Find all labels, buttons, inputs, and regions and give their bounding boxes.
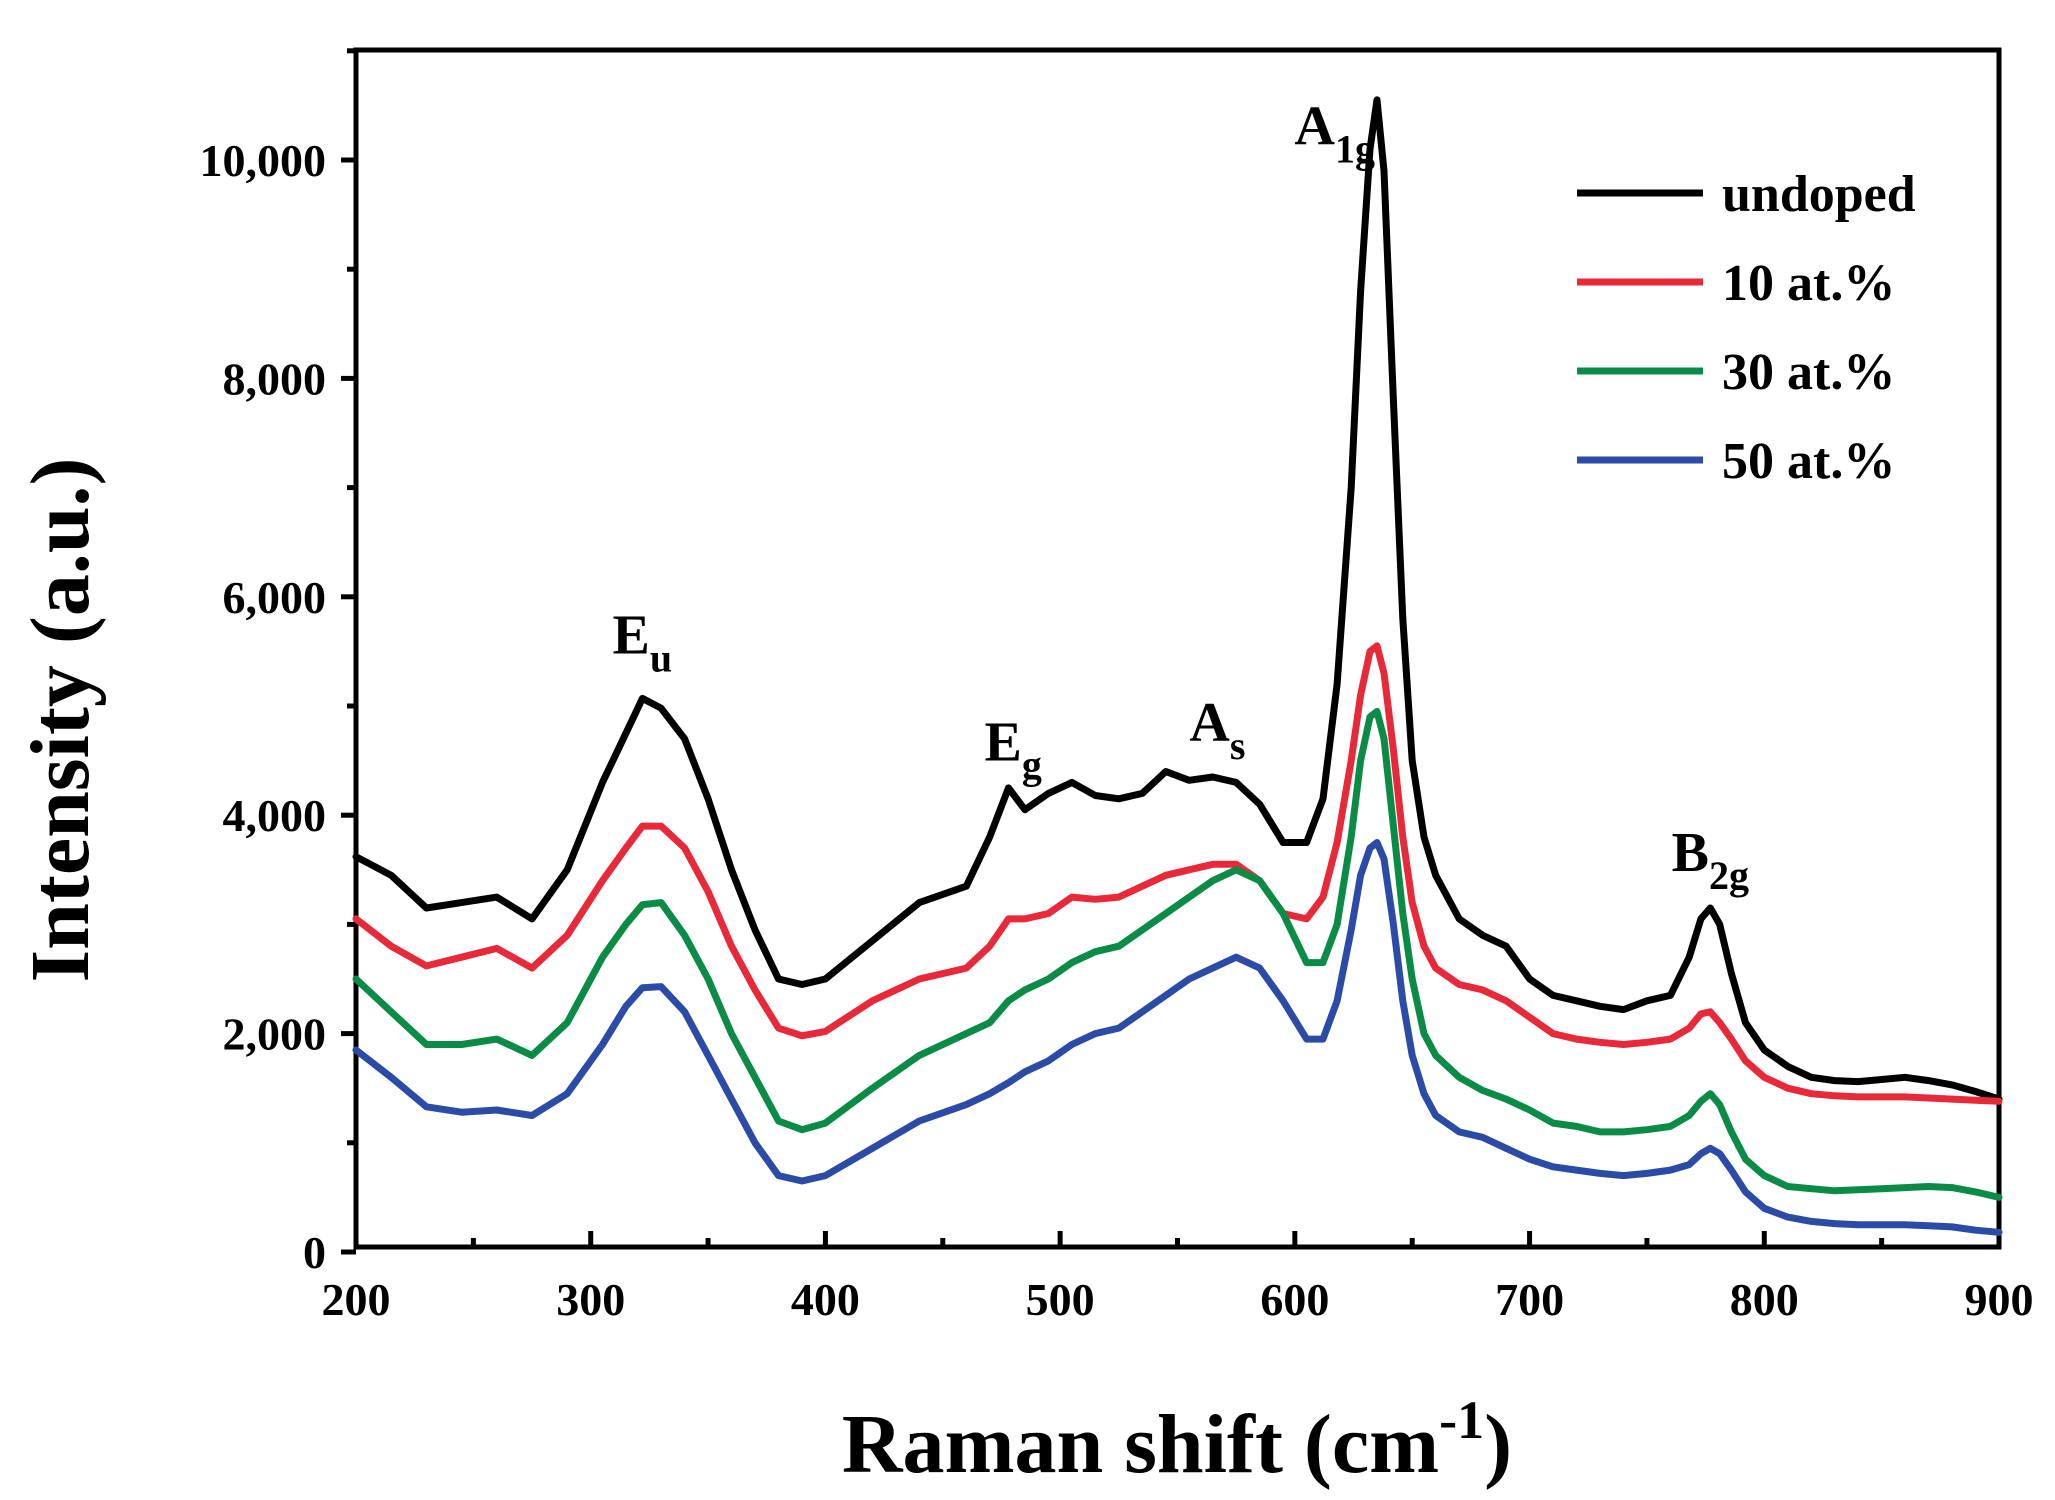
peak-label-subscript: g	[1022, 743, 1042, 788]
series-layer	[352, 96, 2003, 1236]
peak-label-symbol: E	[613, 605, 650, 667]
series-line-undoped	[352, 96, 2003, 1103]
peak-label-symbol: E	[985, 712, 1022, 774]
series-line-50-at	[352, 839, 2003, 1236]
x-axis-title-main: Raman shift (cm	[842, 1398, 1439, 1491]
axis-tick-labels: 200 300 400 500 600 700 800 900 0 2,000 4,000 6,000…	[200, 135, 2034, 1325]
x-tick-label: 400	[791, 1274, 860, 1325]
axis-ticks	[341, 48, 2002, 1255]
peak-label: B2g	[1672, 822, 1749, 898]
legend-label: 10 at.%	[1722, 255, 1895, 312]
series-line-10-at	[352, 642, 2003, 1105]
x-tick-label: 600	[1260, 1274, 1329, 1325]
x-tick-label: 800	[1730, 1274, 1799, 1325]
peak-label: As	[1189, 692, 1245, 768]
peak-label-symbol: A	[1189, 692, 1230, 754]
x-axis-title: Raman shift (cm-1)	[842, 1390, 1512, 1491]
legend-label: 30 at.%	[1722, 344, 1895, 401]
peak-label-subscript: u	[650, 636, 672, 681]
x-tick-label: 700	[1495, 1274, 1564, 1325]
x-tick-label: 900	[1965, 1274, 2034, 1325]
y-tick-label: 8,000	[223, 353, 327, 404]
peak-label-subscript: 2g	[1709, 853, 1749, 898]
y-axis-title: Intensity (a.u.)	[14, 457, 107, 982]
peak-label-symbol: B	[1672, 822, 1709, 884]
x-axis-title-superscript: -1	[1439, 1390, 1484, 1450]
legend: undoped 10 at.% 30 at.% 50 at.%	[1577, 166, 1916, 490]
series-line-30-at	[352, 708, 2003, 1201]
x-tick-label: 500	[1026, 1274, 1095, 1325]
peak-label-subscript: s	[1230, 723, 1246, 768]
legend-label: 50 at.%	[1722, 433, 1895, 490]
peak-label: Eg	[985, 712, 1042, 788]
x-axis-title-close: )	[1484, 1398, 1512, 1491]
x-tick-label: 200	[322, 1274, 391, 1325]
peak-label-symbol: A	[1295, 96, 1336, 158]
y-tick-label: 10,000	[200, 135, 327, 186]
peak-label: Eu	[613, 605, 673, 681]
y-tick-label: 2,000	[223, 1009, 327, 1060]
y-tick-label: 4,000	[223, 790, 327, 841]
legend-label: undoped	[1722, 166, 1916, 223]
y-tick-label: 0	[303, 1227, 326, 1278]
x-tick-label: 300	[556, 1274, 625, 1325]
peak-label: A1g	[1295, 96, 1375, 172]
peak-label-subscript: 1g	[1335, 127, 1375, 172]
y-tick-label: 6,000	[223, 572, 327, 623]
